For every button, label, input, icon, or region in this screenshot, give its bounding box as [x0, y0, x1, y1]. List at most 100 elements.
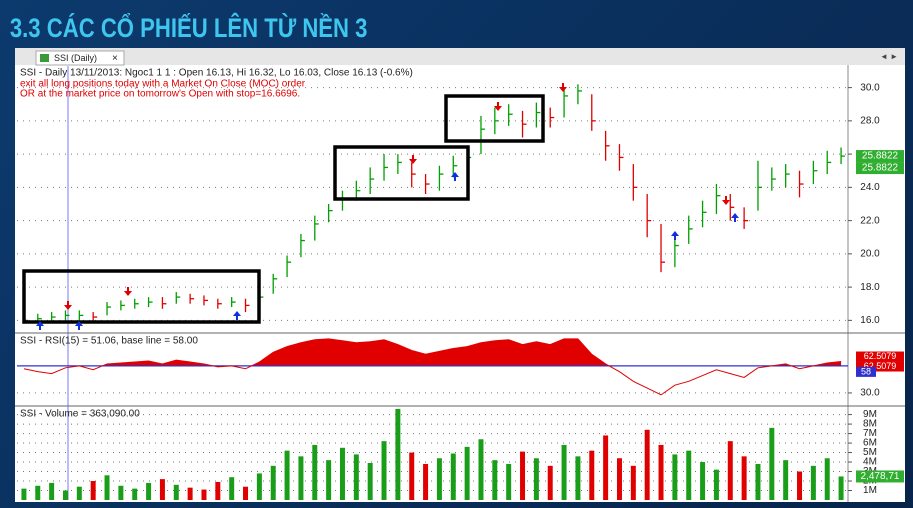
volume-bar: [118, 485, 124, 500]
panel-note: OR at the market price on tomorrow's Ope…: [20, 89, 300, 100]
volume-bar: [395, 408, 401, 500]
volume-bar: [298, 456, 304, 500]
tab-close[interactable]: ×: [112, 53, 118, 64]
volume-bar: [838, 476, 844, 500]
volume-bar: [561, 444, 567, 500]
volume-bar: [464, 446, 470, 500]
base-boxes: [22, 94, 545, 324]
last-value-label: 2,478,71: [861, 471, 900, 482]
y-tick-label: 20.0: [860, 249, 880, 260]
volume-bar: [423, 463, 429, 500]
volume-bar: [62, 490, 68, 500]
volume-bar: [173, 484, 179, 500]
volume-bar: [312, 444, 318, 500]
volume-bar: [201, 489, 207, 500]
volume-bar: [215, 481, 221, 500]
y-tick-label: 9M: [863, 409, 877, 420]
volume-bar: [616, 458, 622, 500]
panel-title: SSI - RSI(15) = 51.06, base line = 58.00: [20, 336, 198, 347]
volume-bar: [783, 460, 789, 500]
y-tick-label: 1M: [863, 485, 877, 496]
chart-window: [15, 48, 905, 502]
rsi-line: [23, 338, 842, 396]
buy-arrows: [36, 172, 739, 330]
base-box: [333, 145, 470, 201]
volume-bar: [713, 469, 719, 500]
sell-arrow: [559, 83, 567, 92]
sell-arrow: [64, 301, 72, 310]
volume-bar: [810, 465, 816, 500]
volume-bar: [492, 460, 498, 500]
volume-bar: [824, 458, 830, 500]
volume-bar: [339, 447, 345, 500]
volume-bar: [672, 454, 678, 500]
volume-bar: [686, 450, 692, 500]
last-value-box: [856, 470, 904, 483]
y-tick-label: 28.0: [860, 116, 880, 127]
rsi-area: [102, 338, 842, 366]
buy-arrow: [671, 231, 679, 240]
last-value-label: 62.5079: [864, 351, 897, 361]
scroll-arrows[interactable]: ◄ ►: [880, 52, 898, 61]
y-tick-label: 5M: [863, 447, 877, 458]
volume-bar: [547, 465, 553, 500]
volume-bar: [256, 473, 262, 500]
last-value-label: 25.8822: [862, 151, 899, 162]
last-value-box: [856, 150, 904, 163]
volume-bar: [450, 453, 456, 500]
volume-bar: [797, 471, 803, 500]
volume-bar: [700, 462, 706, 500]
volume-bar: [630, 465, 636, 500]
y-tick-label: 24.0: [860, 182, 880, 193]
tab[interactable]: [35, 50, 125, 66]
volume-bar: [644, 429, 650, 500]
volume-bar: [436, 458, 442, 500]
panel-note: exit all long positions today with a Mar…: [20, 79, 306, 90]
volume-bar: [326, 460, 332, 500]
volume-bar: [76, 486, 82, 500]
sell-arrow: [494, 102, 502, 111]
sell-arrow: [722, 196, 730, 205]
volume-bar: [603, 435, 609, 500]
volume-bar: [229, 477, 235, 500]
sell-arrow: [124, 287, 132, 296]
buy-arrow: [731, 213, 739, 222]
volume-bar: [409, 452, 415, 500]
y-tick-label: 30.0: [860, 82, 880, 93]
last-value-box: [856, 351, 904, 362]
tab-label[interactable]: SSI (Daily): [54, 53, 97, 63]
volume-bar: [284, 450, 290, 500]
y-tick-label: 22.0: [860, 215, 880, 226]
volume-bar: [520, 451, 526, 500]
panel-title: SSI - Daily 13/11/2013: Ngoc1 1 1 : Open…: [20, 68, 413, 79]
y-tick-label: 4M: [863, 457, 877, 468]
y-tick-label: 6M: [863, 438, 877, 449]
volume-bar: [506, 463, 512, 500]
last-value-box: [856, 162, 904, 175]
y-tick-label: 8M: [863, 419, 877, 430]
sell-arrow: [409, 155, 417, 164]
y-tick-label: 30.0: [860, 388, 880, 399]
volume-bar: [146, 482, 152, 500]
volume-bar: [270, 465, 276, 500]
volume-bar: [478, 439, 484, 500]
volume-bar: [769, 427, 775, 500]
y-tick-label: 7M: [863, 428, 877, 439]
volume-bar: [575, 456, 581, 500]
buy-arrow: [233, 311, 241, 320]
volume-bar: [353, 454, 359, 500]
volume-bar: [104, 475, 110, 500]
tab-bar: [15, 48, 905, 65]
volume-bar: [727, 441, 733, 500]
volume-bar: [243, 486, 249, 500]
slide-title: 3.3 CÁC CỔ PHIẾU LÊN TỪ NỀN 3: [10, 13, 368, 44]
baseline-box: [856, 366, 876, 377]
plots: 16.018.020.022.024.026.028.030.025.88222…: [15, 68, 905, 500]
panel-title: SSI - Volume = 363,090.00: [20, 409, 140, 420]
volume-bar: [187, 487, 193, 500]
last-value-label: 62.5079: [864, 361, 897, 371]
y-tick-label: 18.0: [860, 282, 880, 293]
volume-bar: [533, 458, 539, 500]
buy-arrow: [36, 321, 44, 330]
baseline-label: 58: [861, 366, 871, 376]
